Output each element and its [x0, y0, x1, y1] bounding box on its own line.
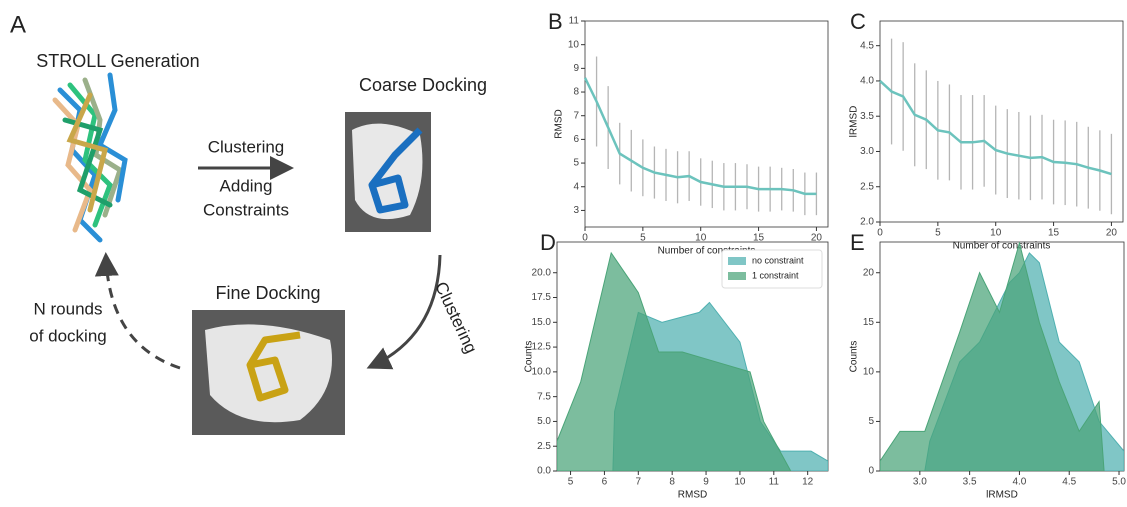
fine-docking-image — [192, 310, 345, 435]
x-tick-label: 11 — [769, 477, 780, 488]
y-tick-label: 5 — [573, 158, 579, 169]
arrow-label: Constraints — [203, 200, 289, 219]
y-tick-label: 10 — [568, 39, 580, 50]
y-tick-label: 20 — [863, 267, 875, 278]
x-tick-label: 6 — [602, 477, 608, 488]
arrow-label: of docking — [29, 326, 107, 345]
y-tick-label: 9 — [573, 63, 579, 74]
ensemble-image — [55, 75, 125, 240]
x-tick-label: 9 — [703, 477, 709, 488]
y-tick-label: 7 — [573, 110, 579, 121]
y-tick-label: 7.5 — [537, 391, 551, 402]
step-label: Fine Docking — [215, 283, 320, 303]
y-tick-label: 5.0 — [537, 416, 551, 427]
plot-frame — [585, 21, 828, 227]
x-axis-label: RMSD — [678, 490, 707, 501]
panel-label: C — [850, 9, 866, 34]
y-tick-label: 3.5 — [860, 111, 874, 122]
arrow-label: Clustering — [208, 137, 285, 156]
y-tick-label: 15 — [863, 317, 875, 328]
arrow-label: Clustering — [431, 279, 481, 356]
arrow — [372, 255, 440, 366]
legend-label: 1 constraint — [752, 270, 799, 280]
y-tick-label: 17.5 — [532, 292, 552, 303]
y-tick-label: 5 — [868, 416, 874, 427]
x-tick-label: 15 — [1048, 228, 1060, 239]
y-axis-label: RMSD — [554, 109, 565, 138]
panel-label: D — [540, 230, 556, 255]
y-tick-label: 2.5 — [860, 181, 874, 192]
coarse-docking-image — [345, 112, 431, 232]
y-tick-label: 4.0 — [860, 76, 874, 87]
legend-label: no constraint — [752, 255, 804, 265]
x-tick-label: 10 — [990, 228, 1002, 239]
y-tick-label: 4 — [573, 181, 579, 192]
x-tick-label: 7 — [636, 477, 642, 488]
panel-label: E — [850, 230, 865, 255]
y-tick-label: 11 — [569, 16, 580, 27]
x-tick-label: 20 — [1106, 228, 1118, 239]
arrow-label: Adding — [220, 176, 273, 195]
y-tick-label: 0 — [868, 466, 874, 477]
x-axis-label: lRMSD — [986, 490, 1018, 501]
y-tick-label: 2.0 — [860, 217, 874, 228]
y-tick-label: 6 — [573, 134, 579, 145]
x-tick-label: 0 — [877, 228, 883, 239]
y-tick-label: 4.5 — [860, 40, 874, 51]
arrow-label: N rounds — [34, 299, 103, 318]
y-tick-label: 0.0 — [537, 466, 551, 477]
panel-label: A — [10, 11, 26, 38]
y-tick-label: 15.0 — [532, 317, 552, 328]
y-axis-label: Counts — [524, 341, 535, 373]
x-tick-label: 5 — [568, 477, 574, 488]
x-tick-label: 12 — [802, 477, 814, 488]
y-tick-label: 2.5 — [537, 441, 551, 452]
x-tick-label: 5.0 — [1112, 477, 1126, 488]
panel-a: A STROLL Generation Coarse Docking Fine … — [10, 11, 487, 435]
arrow — [106, 258, 180, 368]
panel-label: B — [548, 9, 563, 34]
legend-swatch — [728, 272, 746, 280]
plot-frame — [880, 21, 1123, 222]
y-axis-label: lRMSD — [849, 106, 860, 138]
chart: E 0 5 10 15 20 3.0 3.5 4.0 4.5 5.0 lRMSD Counts — [849, 230, 1127, 501]
x-tick-label: 4.5 — [1062, 477, 1076, 488]
y-tick-label: 3.0 — [860, 146, 874, 157]
x-tick-label: 5 — [935, 228, 941, 239]
x-tick-label: 3.0 — [913, 477, 927, 488]
y-axis-label: Counts — [849, 341, 860, 373]
y-tick-label: 10 — [863, 367, 875, 378]
y-tick-label: 8 — [573, 87, 579, 98]
x-tick-label: 10 — [734, 477, 746, 488]
step-label: Coarse Docking — [359, 75, 487, 95]
x-tick-label: 3.5 — [963, 477, 977, 488]
step-label: STROLL Generation — [36, 51, 199, 71]
y-tick-label: 3 — [573, 205, 579, 216]
y-tick-label: 20.0 — [532, 267, 552, 278]
legend-swatch — [728, 257, 746, 265]
x-tick-label: 4.0 — [1012, 477, 1026, 488]
x-tick-label: 8 — [669, 477, 675, 488]
figure: A STROLL Generation Coarse Docking Fine … — [0, 0, 1127, 502]
